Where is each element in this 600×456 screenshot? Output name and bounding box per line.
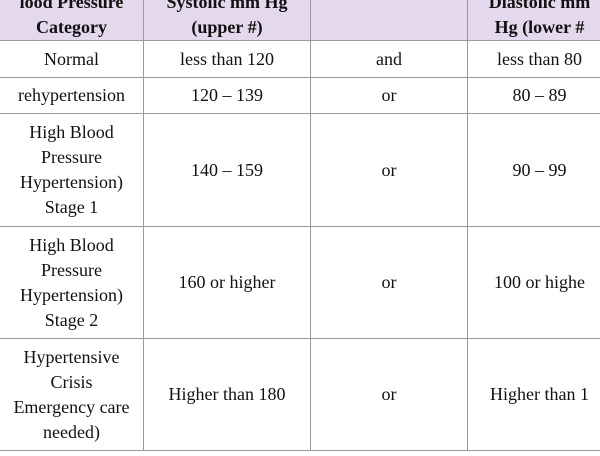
table-row: rehypertension 120 – 139 or 80 – 89 (0, 77, 600, 114)
table-cell: Normal (0, 40, 144, 78)
table-cell: 80 – 89 (467, 77, 600, 114)
cell-text: needed) (43, 421, 100, 442)
cell-text: Hg (lower # (494, 16, 585, 37)
header-cell (310, 0, 468, 41)
cell-text: less than 80 (497, 48, 582, 69)
cell-text: Pressure (41, 259, 102, 280)
cell-text: Stage 2 (44, 309, 99, 330)
table-cell: High Blood Pressure Hypertension) Stage 1 (0, 113, 144, 227)
cell-text: 160 or higher (178, 272, 276, 292)
cell-text: Crisis (50, 371, 93, 392)
cell-text: or (381, 384, 397, 404)
cell-text: Hypertensive (23, 346, 120, 367)
header-row: lood Pressure Category Systolic mm Hg (uppe… (0, 0, 600, 41)
cell-text: Normal (44, 48, 99, 69)
table-cell: 90 – 99 (467, 113, 600, 227)
table-row: High Blood Pressure Hypertension) Stage 1 14… (0, 113, 600, 227)
table-cell: less than 80 (467, 40, 600, 78)
cell-text: (upper #) (191, 16, 263, 37)
header-cell: Systolic mm Hg (upper #) (143, 0, 311, 41)
cell-text: or (381, 272, 397, 292)
cell-text: or (381, 159, 397, 180)
header-cell: Diastolic mm Hg (lower # (467, 0, 600, 41)
cell-text: and (376, 48, 402, 69)
cell-text: lood Pressure (19, 0, 124, 12)
cell-text: Pressure (41, 147, 102, 167)
cell-text: Emergency care (13, 396, 130, 417)
table-cell: High Blood Pressure Hypertension) Stage 2 (0, 226, 144, 339)
cell-text: 100 or highe (494, 272, 585, 292)
cell-text: rehypertension (18, 85, 125, 105)
cell-text: High Blood (29, 234, 114, 255)
cell-text: 140 – 159 (191, 159, 263, 180)
cell-text: 120 – 139 (191, 85, 263, 105)
cell-text: or (381, 85, 397, 105)
header-cell: lood Pressure Category (0, 0, 144, 41)
cell-text: Diastolic mm (488, 0, 591, 12)
cell-text: High Blood (29, 122, 114, 142)
cell-text: Higher than 180 (168, 384, 286, 404)
cell-text: 90 – 99 (512, 159, 567, 180)
table-cell: less than 120 (143, 40, 311, 78)
cell-text: 80 – 89 (512, 85, 567, 105)
table-row: Hypertensive Crisis Emergency care needed) H… (0, 338, 600, 451)
table-cell: Higher than 180 (143, 338, 311, 451)
cell-text: less than 120 (180, 48, 274, 69)
table-cell: or (310, 338, 468, 451)
table-cell: or (310, 77, 468, 114)
table-cell: and (310, 40, 468, 78)
table-cell: Hypertensive Crisis Emergency care needed) (0, 338, 144, 451)
table-row: Normal less than 120 and less than 80 (0, 40, 600, 78)
table-cell: 160 or higher (143, 226, 311, 339)
table-cell: Higher than 1 (467, 338, 600, 451)
table-cell: rehypertension (0, 77, 144, 114)
cell-text: Stage 1 (44, 197, 99, 217)
table-cell: or (310, 226, 468, 339)
cell-text: Hypertension) (20, 172, 123, 192)
cell-text: Hypertension) (20, 284, 123, 305)
table-row: High Blood Pressure Hypertension) Stage 2 16… (0, 226, 600, 339)
table-cell: 140 – 159 (143, 113, 311, 227)
cell-text: Systolic mm Hg (166, 0, 288, 12)
cell-text: Category (36, 16, 107, 37)
table-cell: or (310, 113, 468, 227)
table-cell: 120 – 139 (143, 77, 311, 114)
table-cell: 100 or highe (467, 226, 600, 339)
cell-text: Higher than 1 (490, 384, 589, 404)
